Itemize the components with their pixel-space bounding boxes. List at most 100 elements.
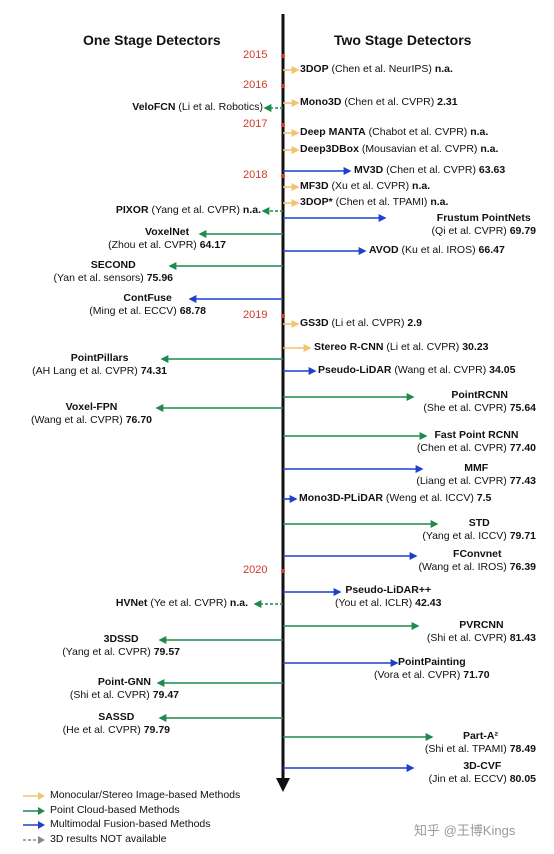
year-label-2016: 2016 bbox=[243, 79, 268, 91]
year-dot-2019 bbox=[281, 314, 285, 318]
method-score: 77.43 bbox=[509, 475, 536, 487]
method-score: 66.47 bbox=[478, 244, 505, 256]
method-name: MMF bbox=[464, 462, 489, 474]
method-label-stereo-r-cnn: Stereo R-CNN (Li et al. CVPR) 30.23 bbox=[314, 341, 489, 354]
method-name: STD bbox=[468, 517, 490, 529]
year-label-2019: 2019 bbox=[243, 309, 268, 321]
method-citation: (Vora et al. CVPR) bbox=[374, 669, 461, 681]
method-label-frustum-pointnets: Frustum PointNets (Qi et al. CVPR) 69.79 bbox=[432, 212, 536, 238]
method-label-pointrcnn: PointRCNN (She et al. CVPR) 75.64 bbox=[423, 389, 536, 415]
method-label-voxelnet: VoxelNet (Zhou et al. CVPR) 64.17 bbox=[108, 226, 226, 252]
method-name: 3D-CVF bbox=[463, 760, 502, 772]
method-name: Stereo R-CNN bbox=[314, 341, 384, 353]
method-citation: (AH Lang et al. CVPR) bbox=[32, 365, 138, 377]
method-citation: (Shi et al. TPAMI) bbox=[424, 743, 507, 755]
method-label-pixor: PIXOR (Yang et al. CVPR) n.a. bbox=[116, 204, 261, 217]
method-citation: (Shi et al. CVPR) bbox=[426, 632, 507, 644]
method-name: VeloFCN bbox=[132, 101, 176, 113]
method-score: 76.70 bbox=[125, 414, 152, 426]
method-citation: (Zhou et al. CVPR) bbox=[108, 239, 197, 251]
method-name: Deep MANTA bbox=[300, 126, 366, 138]
method-name: 3DOP bbox=[300, 63, 329, 75]
method-name: 3DSSD bbox=[103, 633, 139, 645]
year-label-2017: 2017 bbox=[243, 118, 268, 130]
method-citation: (Wang et al. CVPR) bbox=[394, 364, 487, 376]
method-citation: (Chen et al. TPAMI) bbox=[335, 196, 428, 208]
method-label-3dop: 3DOP* (Chen et al. TPAMI) n.a. bbox=[300, 196, 448, 209]
method-label-pvrcnn: PVRCNN (Shi et al. CVPR) 81.43 bbox=[427, 619, 536, 645]
method-citation: (Chen et al. CVPR) bbox=[344, 96, 435, 108]
method-label-deep-manta: Deep MANTA (Chabot et al. CVPR) n.a. bbox=[300, 126, 488, 139]
method-citation: (Yang et al. CVPR) bbox=[151, 204, 240, 216]
method-score: 64.17 bbox=[199, 239, 226, 251]
method-name: PVRCNN bbox=[459, 619, 504, 631]
method-citation: (Shi et al. CVPR) bbox=[69, 689, 150, 701]
method-score: 79.47 bbox=[152, 689, 179, 701]
method-name: Part-A² bbox=[462, 730, 498, 742]
method-name: MV3D bbox=[354, 164, 384, 176]
method-label-avod: AVOD (Ku et al. IROS) 66.47 bbox=[369, 244, 505, 257]
method-score: n.a. bbox=[229, 597, 248, 609]
method-citation: (Wang et al. CVPR) bbox=[30, 414, 123, 426]
method-citation: (Qi et al. CVPR) bbox=[431, 225, 507, 237]
method-label-mono3d-plidar: Mono3D-PLiDAR (Weng et al. ICCV) 7.5 bbox=[299, 492, 491, 505]
year-dot-2016 bbox=[281, 84, 285, 88]
method-citation: (Li et al. CVPR) bbox=[386, 341, 460, 353]
legend-label: Point Cloud-based Methods bbox=[50, 803, 180, 816]
method-score: 81.43 bbox=[509, 632, 536, 644]
method-name: Deep3DBox bbox=[300, 143, 359, 155]
method-label-voxel-fpn: Voxel-FPN (Wang et al. CVPR) 76.70 bbox=[31, 401, 152, 427]
method-label-part-a: Part-A² (Shi et al. TPAMI) 78.49 bbox=[425, 730, 536, 756]
method-name: HVNet bbox=[115, 597, 148, 609]
method-label-mono3d: Mono3D (Chen et al. CVPR) 2.31 bbox=[300, 96, 458, 109]
method-score: n.a. bbox=[480, 143, 499, 155]
method-score: n.a. bbox=[242, 204, 261, 216]
method-label-second: SECOND (Yan et al. sensors) 75.96 bbox=[54, 259, 173, 285]
method-citation: (Chen et al. NeurIPS) bbox=[331, 63, 432, 75]
method-score: 75.96 bbox=[146, 272, 173, 284]
legend-arrow-icon bbox=[23, 792, 45, 800]
method-citation: (Jin et al. ECCV) bbox=[428, 773, 507, 785]
method-citation: (He et al. CVPR) bbox=[62, 724, 141, 736]
method-label-mv3d: MV3D (Chen et al. CVPR) 63.63 bbox=[354, 164, 505, 177]
method-label-deep3dbox: Deep3DBox (Mousavian et al. CVPR) n.a. bbox=[300, 143, 498, 156]
legend-label: 3D results NOT available bbox=[50, 832, 167, 845]
method-label-contfuse: ContFuse (Ming et al. ECCV) 68.78 bbox=[89, 292, 206, 318]
method-label-3d-cvf: 3D-CVF (Jin et al. ECCV) 80.05 bbox=[429, 760, 536, 786]
method-name: AVOD bbox=[369, 244, 399, 256]
legend-arrow-icon bbox=[23, 806, 45, 815]
method-label-pseudo-lidar: Pseudo-LiDAR++ (You et al. ICLR) 42.43 bbox=[335, 584, 441, 610]
method-label-pointpillars: PointPillars (AH Lang et al. CVPR) 74.31 bbox=[32, 352, 167, 378]
method-score: 7.5 bbox=[476, 492, 492, 504]
method-citation: (She et al. CVPR) bbox=[423, 402, 507, 414]
method-name: Mono3D-PLiDAR bbox=[299, 492, 383, 504]
method-score: n.a. bbox=[430, 196, 449, 208]
method-name: Fast Point RCNN bbox=[434, 429, 519, 441]
method-label-point-gnn: Point-GNN (Shi et al. CVPR) 79.47 bbox=[70, 676, 179, 702]
method-score: 79.71 bbox=[509, 530, 536, 542]
method-citation: (Chen et al. CVPR) bbox=[386, 164, 476, 176]
method-name: PointPillars bbox=[70, 352, 129, 364]
method-score: 76.39 bbox=[509, 561, 536, 573]
method-score: 75.64 bbox=[509, 402, 536, 414]
method-name: PointRCNN bbox=[451, 389, 508, 401]
legend-label: Multimodal Fusion-based Methods bbox=[50, 818, 211, 830]
method-score: 63.63 bbox=[478, 164, 506, 176]
header-two-stage: Two Stage Detectors bbox=[334, 32, 472, 48]
header-one-stage: One Stage Detectors bbox=[83, 32, 221, 48]
year-label-2018: 2018 bbox=[243, 169, 268, 181]
method-label-3dssd: 3DSSD (Yang et al. CVPR) 79.57 bbox=[62, 633, 180, 659]
method-label-pseudo-lidar: Pseudo-LiDAR (Wang et al. CVPR) 34.05 bbox=[318, 364, 515, 377]
method-label-std: STD (Yang et al. ICCV) 79.71 bbox=[422, 517, 536, 543]
method-score: 77.40 bbox=[509, 442, 536, 454]
method-label-fconvnet: FConvnet (Wang et al. IROS) 76.39 bbox=[418, 548, 536, 574]
method-score: n.a. bbox=[470, 126, 489, 138]
method-label-fast-point-rcnn: Fast Point RCNN (Chen et al. CVPR) 77.40 bbox=[417, 429, 536, 455]
method-name: SECOND bbox=[90, 259, 136, 271]
watermark: 知乎 @王博Kings bbox=[414, 823, 516, 838]
method-name: VoxelNet bbox=[144, 226, 190, 238]
method-citation: (Mousavian et al. CVPR) bbox=[361, 143, 478, 155]
method-label-gs3d: GS3D (Li et al. CVPR) 2.9 bbox=[300, 317, 422, 330]
